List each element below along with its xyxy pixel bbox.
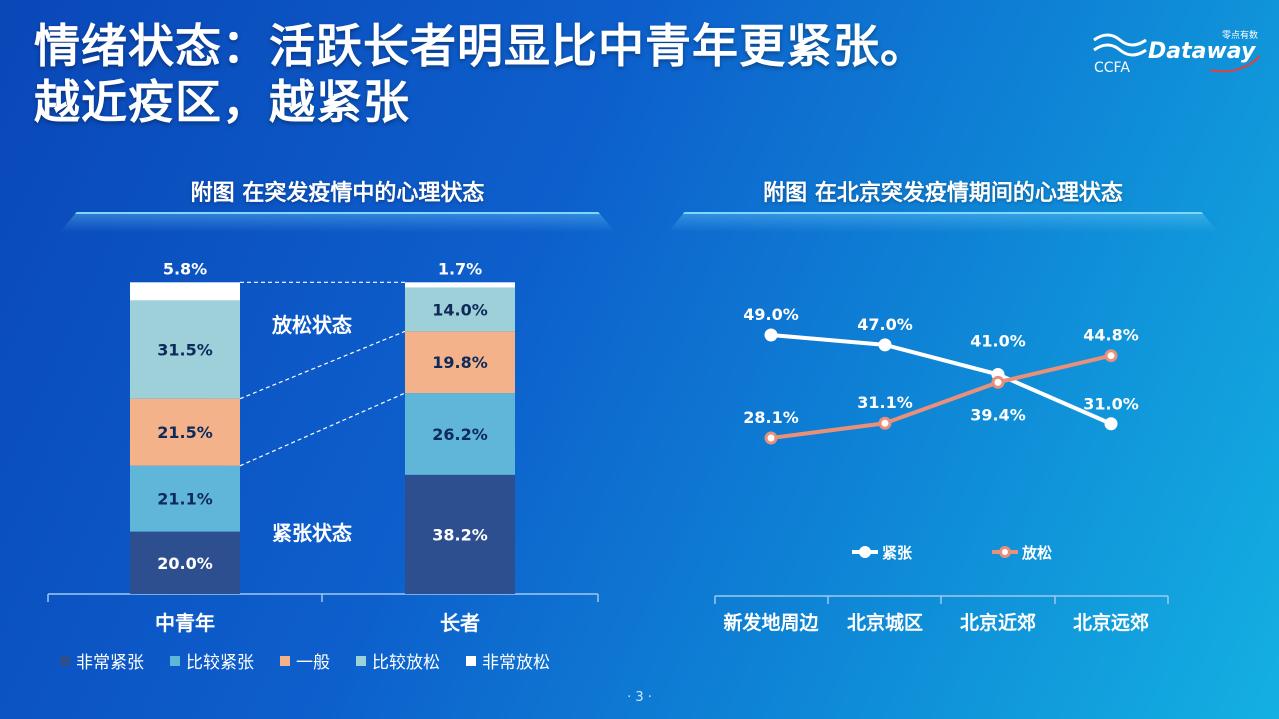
- data-point: [878, 338, 892, 352]
- bar-value-label: 14.0%: [432, 300, 488, 319]
- legend-item: 一般: [280, 648, 330, 673]
- data-point: [991, 375, 1005, 389]
- bar-value-label: 5.8%: [163, 259, 207, 278]
- data-point: [764, 431, 778, 445]
- left-title-underline: [60, 212, 615, 232]
- bar-segment: [130, 465, 240, 532]
- bar-value-label: 19.8%: [432, 353, 488, 372]
- bar-value-label: 38.2%: [432, 525, 488, 544]
- data-point: [1104, 349, 1118, 363]
- title-line-2: 越近疫区，越紧张: [34, 75, 410, 129]
- bar-value-label: 1.7%: [438, 259, 482, 278]
- bar-segment: [130, 398, 240, 466]
- bar-segment: [405, 287, 515, 332]
- category-label: 中青年: [155, 611, 215, 635]
- category-label: 新发地周边: [723, 611, 819, 634]
- legend-label: 比较放松: [372, 653, 440, 673]
- legend-label: 比较紧张: [186, 653, 254, 673]
- bar-segment: [405, 282, 515, 288]
- ccfa-logo-mark: [1093, 33, 1147, 57]
- bar-value-label: 21.5%: [157, 423, 213, 442]
- bar-chart-legend: 非常紧张 比较紧张 一般 比较放松 非常放松: [60, 648, 550, 673]
- bar-segment: [130, 282, 240, 301]
- data-point: [764, 328, 778, 342]
- category-label: 北京近郊: [960, 611, 1036, 634]
- logo-sub: 零点有数: [1222, 29, 1258, 41]
- logo-swoosh: [1209, 55, 1261, 73]
- bar-segment: [405, 331, 515, 394]
- legend-label: 非常放松: [482, 653, 550, 673]
- point-value-label: 31.0%: [1083, 395, 1139, 414]
- tense-group-label: 紧张状态: [272, 521, 352, 545]
- right-chart-title-panel: 附图 在北京突发疫情期间的心理状态: [668, 174, 1218, 232]
- legend-item: 比较放松: [356, 648, 440, 673]
- legend-item: 非常放松: [466, 648, 550, 673]
- legend-swatch: [280, 655, 290, 666]
- category-label: 北京远郊: [1073, 611, 1149, 634]
- title-line-1: 情绪状态：活跃长者明显比中青年更紧张。: [34, 19, 927, 73]
- legend-label: 放松: [1021, 544, 1052, 562]
- point-value-label: 39.4%: [970, 405, 1026, 424]
- logo-partner: CCFA: [1094, 60, 1130, 76]
- bar-value-label: 26.2%: [432, 425, 488, 444]
- legend-item: 非常紧张: [60, 648, 144, 673]
- line-chart: 49.0% 47.0% 41.0% 31.0% 28.1% 31.1% 39.4% 44.8%…: [714, 305, 1169, 634]
- connector-line: [239, 392, 406, 467]
- relaxed-group-label: 放松状态: [271, 313, 352, 337]
- page-number: · 3 ·: [627, 690, 652, 705]
- point-value-label: 47.0%: [857, 315, 913, 334]
- bar-value-label: 20.0%: [157, 554, 213, 573]
- point-value-label: 44.8%: [1083, 326, 1139, 345]
- right-title-underline: [668, 212, 1218, 232]
- connector-line: [239, 330, 406, 400]
- series-line: [770, 353, 1112, 441]
- bar-segment: [405, 474, 515, 594]
- bar-segment: [130, 531, 240, 594]
- bar-value-label: 21.1%: [157, 490, 213, 509]
- legend-marker: [859, 546, 871, 558]
- legend-swatch: [170, 655, 180, 666]
- category-label: 北京城区: [847, 611, 923, 634]
- page-title: 情绪状态：活跃长者明显比中青年更紧张。 越近疫区，越紧张: [34, 18, 927, 130]
- stacked-bar-chart: 20.0% 21.1% 21.5% 31.5% 5.8% 中青年 38.2% 26.2% 19.…: [47, 259, 599, 635]
- data-point: [878, 416, 892, 430]
- right-chart-title: 附图 在北京突发疫情期间的心理状态: [763, 181, 1123, 206]
- legend-swatch: [466, 655, 476, 666]
- logo-brand: Dataway: [1148, 39, 1257, 64]
- legend-label: 紧张: [882, 544, 913, 562]
- left-chart-title: 附图 在突发疫情中的心理状态: [190, 181, 485, 206]
- point-value-label: 28.1%: [743, 408, 799, 427]
- legend-label: 非常紧张: [76, 653, 144, 673]
- legend-marker: [999, 546, 1011, 558]
- series-line: [770, 333, 1112, 426]
- bar-segment: [130, 300, 240, 399]
- point-value-label: 49.0%: [743, 305, 799, 324]
- bar-value-label: 31.5%: [157, 341, 213, 360]
- legend-swatch: [356, 655, 366, 666]
- point-value-label: 41.0%: [970, 331, 1026, 350]
- legend-swatch: [60, 655, 70, 666]
- left-chart-title-panel: 附图 在突发疫情中的心理状态: [60, 174, 615, 232]
- legend-label: 一般: [296, 653, 330, 673]
- category-label: 长者: [440, 611, 480, 635]
- legend-item: 比较紧张: [170, 648, 254, 673]
- data-point: [1104, 417, 1118, 431]
- bar-segment: [405, 393, 515, 475]
- dataway-logo: CCFA Dataway 零点有数: [1093, 29, 1261, 76]
- point-value-label: 31.1%: [857, 393, 913, 412]
